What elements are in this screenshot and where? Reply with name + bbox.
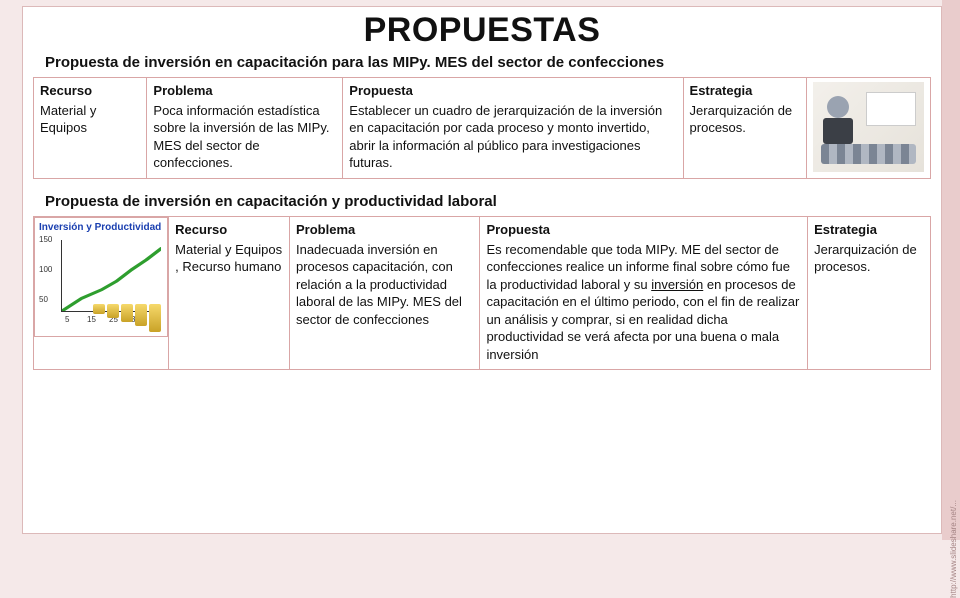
- value-propuesta-underlined: inversión: [651, 277, 703, 292]
- chart-title: Inversión y Productividad: [35, 218, 167, 235]
- value-propuesta: Establecer un cuadro de jerarquización d…: [349, 103, 662, 171]
- cell-estrategia: Estrategia Jerarquización de procesos.: [683, 78, 807, 179]
- value-problema: Poca información estadística sobre la in…: [153, 103, 329, 171]
- table-section1: Recurso Material y Equipos Problema Poca…: [33, 77, 931, 179]
- presenter-image: [813, 82, 924, 172]
- value-recurso: Material y Equipos , Recurso humano: [175, 242, 282, 275]
- header-propuesta: Propuesta: [486, 221, 801, 239]
- header-propuesta: Propuesta: [349, 82, 676, 100]
- xtick-0: 5: [65, 315, 69, 326]
- header-recurso: Recurso: [175, 221, 283, 239]
- value-estrategia: Jerarquización de procesos.: [814, 242, 917, 275]
- ytick-0: 50: [39, 295, 48, 306]
- value-estrategia: Jerarquización de procesos.: [690, 103, 793, 136]
- decorative-right-strip: http://www.slideshare.net/...: [942, 0, 960, 540]
- cell-propuesta: Propuesta Es recomendable que toda MIPy.…: [480, 217, 808, 370]
- page-title: PROPUESTAS: [23, 11, 941, 50]
- header-estrategia: Estrategia: [690, 82, 801, 100]
- cell-problema: Problema Poca información estadística so…: [147, 78, 343, 179]
- side-caption: http://www.slideshare.net/...: [949, 500, 958, 598]
- cell-recurso: Recurso Material y Equipos , Recurso hum…: [169, 217, 290, 370]
- section1-subtitle: Propuesta de inversión en capacitación p…: [45, 54, 941, 71]
- table-section2: Inversión y Productividad 50 100 150 5: [33, 216, 931, 370]
- value-recurso: Material y Equipos: [40, 103, 96, 136]
- section1: Recurso Material y Equipos Problema Poca…: [33, 77, 931, 179]
- cell-problema: Problema Inadecuada inversión en proceso…: [289, 217, 479, 370]
- value-problema: Inadecuada inversión en procesos capacit…: [296, 242, 462, 327]
- section2: Inversión y Productividad 50 100 150 5: [33, 216, 931, 370]
- chart-area: [61, 240, 161, 312]
- ytick-2: 150: [39, 235, 52, 246]
- table-row: Inversión y Productividad 50 100 150 5: [34, 217, 931, 370]
- ytick-1: 100: [39, 265, 52, 276]
- header-problema: Problema: [296, 221, 473, 239]
- cell-image: [807, 78, 931, 179]
- cell-estrategia: Estrategia Jerarquización de procesos.: [808, 217, 931, 370]
- table-row: Recurso Material y Equipos Problema Poca…: [34, 78, 931, 179]
- chart-line: [62, 240, 161, 311]
- chart-coins: [93, 304, 161, 332]
- header-problema: Problema: [153, 82, 336, 100]
- header-estrategia: Estrategia: [814, 221, 924, 239]
- cell-propuesta: Propuesta Establecer un cuadro de jerarq…: [343, 78, 683, 179]
- section2-subtitle: Propuesta de inversión en capacitación y…: [45, 193, 941, 210]
- cell-recurso: Recurso Material y Equipos: [34, 78, 147, 179]
- header-recurso: Recurso: [40, 82, 140, 100]
- chart-inversion-productividad: Inversión y Productividad 50 100 150 5: [34, 217, 168, 337]
- cell-chart: Inversión y Productividad 50 100 150 5: [34, 217, 169, 370]
- slide-frame: PROPUESTAS Propuesta de inversión en cap…: [22, 6, 942, 534]
